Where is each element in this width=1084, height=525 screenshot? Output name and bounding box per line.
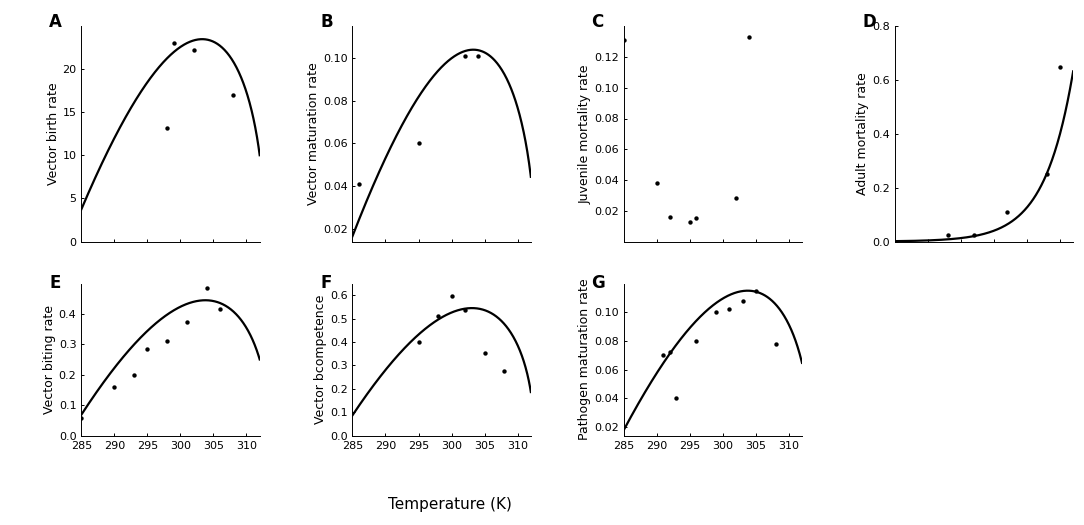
Point [727, 194, 745, 203]
Text: C: C [592, 13, 604, 31]
Y-axis label: Vector bcompetence: Vector bcompetence [314, 295, 327, 424]
Text: G: G [592, 275, 605, 292]
Point [198, 284, 216, 292]
Point [655, 351, 672, 360]
Point [766, 340, 784, 348]
Point [476, 349, 493, 357]
Y-axis label: Vector birth rate: Vector birth rate [47, 82, 60, 185]
Point [126, 371, 143, 380]
Y-axis label: Pathogen maturation rate: Pathogen maturation rate [578, 279, 591, 440]
Point [185, 46, 203, 55]
Point [939, 230, 956, 239]
Point [734, 297, 751, 305]
Point [139, 344, 156, 353]
Text: A: A [49, 13, 62, 31]
Y-axis label: Juvenile mortality rate: Juvenile mortality rate [578, 64, 591, 204]
Point [687, 214, 705, 223]
Point [456, 52, 474, 60]
Point [998, 208, 1016, 216]
Point [165, 39, 182, 48]
Point [648, 179, 666, 187]
Point [443, 292, 461, 301]
Text: B: B [321, 13, 333, 31]
Point [1038, 170, 1056, 178]
Point [615, 36, 632, 44]
Point [469, 52, 487, 60]
Point [1051, 62, 1069, 71]
Y-axis label: Adult mortality rate: Adult mortality rate [856, 72, 869, 195]
Point [158, 124, 176, 132]
Point [708, 308, 725, 317]
Point [211, 305, 229, 313]
Point [747, 287, 764, 295]
Point [179, 317, 196, 326]
Point [661, 348, 679, 356]
Point [224, 91, 242, 99]
Point [410, 338, 427, 347]
Point [410, 139, 427, 148]
Point [687, 337, 705, 345]
Point [73, 414, 90, 423]
Point [681, 217, 698, 226]
Text: E: E [49, 275, 61, 292]
Point [495, 367, 513, 375]
Point [721, 305, 738, 313]
Point [456, 306, 474, 314]
Point [661, 213, 679, 221]
Y-axis label: Vector biting rate: Vector biting rate [43, 305, 56, 414]
Point [429, 312, 447, 320]
Text: Temperature (K): Temperature (K) [388, 497, 512, 511]
Point [105, 383, 122, 391]
Text: D: D [863, 13, 876, 31]
Point [740, 33, 758, 41]
Point [966, 230, 983, 239]
Point [668, 394, 685, 403]
Point [158, 337, 176, 345]
Point [350, 180, 367, 188]
Text: F: F [321, 275, 332, 292]
Y-axis label: Vector maturation rate: Vector maturation rate [307, 62, 320, 205]
